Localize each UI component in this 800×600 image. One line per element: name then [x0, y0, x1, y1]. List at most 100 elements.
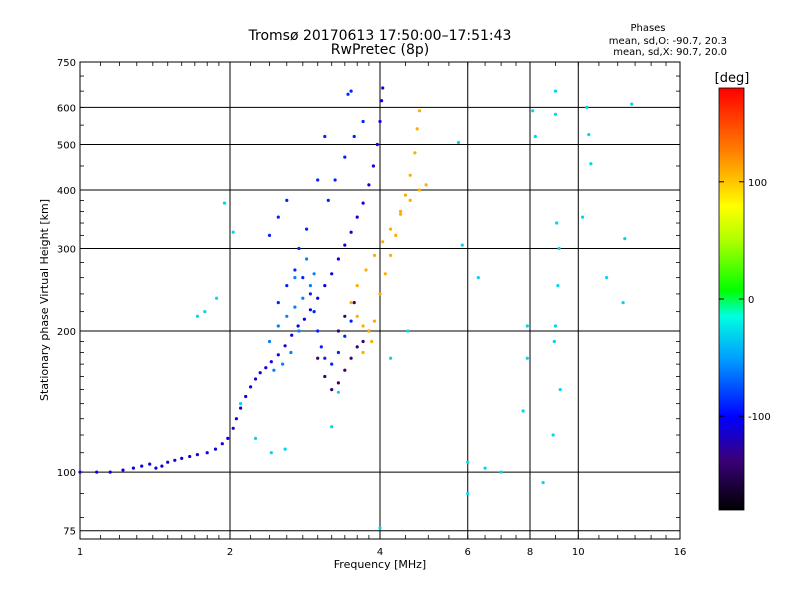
data-point — [541, 481, 545, 485]
data-point — [293, 276, 297, 280]
y-tick-label: 500 — [57, 141, 76, 152]
y-tick-label: 100 — [57, 468, 76, 479]
data-point — [367, 183, 371, 187]
data-point — [239, 402, 243, 406]
data-point — [95, 470, 99, 474]
data-point — [140, 464, 144, 468]
data-point — [381, 240, 385, 244]
data-point — [417, 109, 422, 113]
data-point — [408, 198, 412, 202]
data-point — [424, 183, 428, 187]
data-point — [343, 243, 347, 247]
data-point — [188, 454, 192, 459]
data-point — [552, 339, 556, 344]
data-point — [483, 466, 487, 470]
data-point — [267, 339, 272, 344]
data-point — [585, 105, 589, 109]
data-point — [406, 329, 410, 333]
data-point — [231, 426, 235, 430]
data-point — [316, 178, 320, 182]
data-point — [276, 215, 280, 219]
data-points — [78, 86, 634, 530]
data-point — [336, 381, 340, 385]
data-point — [553, 89, 558, 93]
data-point — [276, 324, 280, 328]
data-point — [389, 253, 393, 257]
data-point — [231, 230, 235, 234]
data-point — [289, 350, 293, 355]
data-point — [249, 385, 253, 389]
data-point — [399, 212, 403, 216]
data-point — [394, 233, 398, 237]
data-point — [272, 368, 276, 372]
data-point — [521, 409, 525, 413]
data-point — [276, 353, 280, 357]
data-point — [226, 436, 230, 440]
data-point — [330, 388, 334, 392]
data-point — [525, 324, 529, 328]
data-point — [466, 492, 470, 496]
data-point — [355, 284, 359, 288]
data-point — [148, 462, 152, 466]
colorbar-label: [deg] — [715, 71, 750, 86]
data-point — [460, 243, 464, 247]
data-point — [399, 209, 403, 213]
data-point — [121, 468, 125, 472]
data-point — [343, 155, 347, 159]
data-point — [336, 257, 340, 261]
data-point — [378, 119, 382, 124]
data-point — [336, 329, 340, 333]
data-point — [333, 178, 337, 182]
x-tick-label: 2 — [227, 547, 233, 558]
data-point — [456, 140, 461, 145]
data-point — [466, 460, 470, 464]
data-point — [296, 324, 300, 328]
data-point — [623, 237, 627, 241]
data-point — [587, 133, 591, 137]
phase-stats-x: mean, sd,X: 90.7, 20.0 — [613, 47, 727, 58]
data-point — [297, 329, 301, 333]
grid-lines — [80, 61, 680, 539]
data-point — [326, 198, 330, 202]
data-point — [308, 292, 312, 296]
data-point — [302, 317, 306, 321]
data-point — [367, 329, 371, 333]
data-point — [131, 466, 135, 470]
colorbar-tick-label: 100 — [748, 178, 767, 189]
x-axis-label: Frequency [MHz] — [334, 558, 426, 571]
data-point — [269, 451, 273, 455]
data-point — [525, 356, 529, 360]
data-point — [323, 374, 327, 379]
x-tick-label: 4 — [377, 547, 383, 558]
data-point — [349, 301, 353, 305]
data-point — [215, 296, 219, 300]
x-axis-ticks: 1 2 4 6 8 10 16 — [77, 62, 686, 558]
data-point — [355, 215, 359, 219]
data-point — [264, 366, 268, 370]
data-point — [621, 301, 625, 305]
data-point — [378, 292, 382, 296]
data-point — [234, 417, 238, 421]
data-point — [336, 390, 340, 394]
data-point — [239, 406, 243, 410]
data-point — [343, 334, 347, 338]
data-point — [375, 142, 379, 147]
data-point — [581, 215, 585, 219]
data-point — [389, 227, 393, 231]
data-point — [330, 425, 334, 429]
data-point — [499, 470, 503, 474]
data-point — [352, 301, 356, 305]
data-point — [283, 447, 287, 451]
data-point — [269, 360, 273, 364]
data-point — [258, 371, 262, 375]
data-point — [361, 119, 365, 124]
data-point — [551, 433, 555, 437]
data-point — [173, 458, 177, 462]
data-point — [533, 134, 537, 139]
data-point — [553, 112, 558, 116]
data-point — [352, 134, 356, 139]
chart-title: Tromsø 20170613 17:50:00–17:51:43 — [248, 28, 512, 44]
data-point — [330, 272, 334, 276]
data-point — [293, 305, 297, 309]
